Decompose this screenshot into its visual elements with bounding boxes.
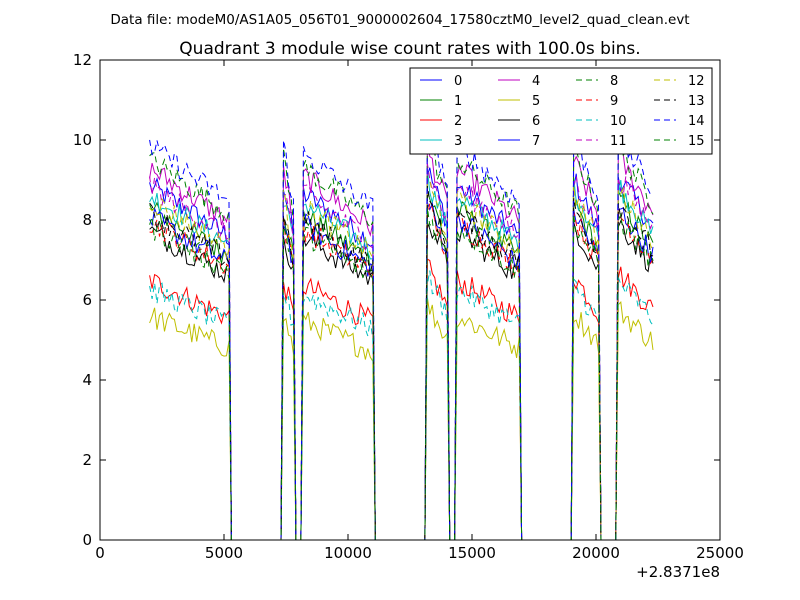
legend-label-9: 9 [610,94,618,109]
series-line-1 [149,190,654,541]
x-tick-label: 15000 [448,544,496,562]
legend-label-4: 4 [532,74,540,89]
x-tick-label: 10000 [324,544,372,562]
y-tick-label: 2 [82,451,92,469]
series-line-3 [149,169,654,541]
legend-label-12: 12 [688,74,705,89]
y-tick-label: 10 [73,131,92,149]
y-tick-label: 6 [82,291,92,309]
legend-label-13: 13 [688,94,705,109]
x-tick-label: 0 [95,544,105,562]
legend-label-5: 5 [532,94,540,109]
legend-label-1: 1 [454,94,462,109]
series-line-15 [149,207,654,541]
x-tick-label: 20000 [572,544,620,562]
series-line-8 [149,134,654,541]
legend-label-7: 7 [532,134,540,149]
chart-suptitle: Data file: modeM0/AS1A05_056T01_90000026… [110,12,689,28]
y-tick-label: 8 [82,211,92,229]
legend-box [409,67,713,155]
series-line-11 [149,163,654,541]
x-tick-label: 5000 [205,544,243,562]
legend-label-8: 8 [610,74,618,89]
chart-title: Quadrant 3 module wise count rates with … [179,39,640,59]
legend-label-11: 11 [610,134,627,149]
x-tick-label: 25000 [696,544,744,562]
y-tick-label: 0 [82,531,92,549]
legend-label-6: 6 [532,114,540,129]
legend-label-10: 10 [610,114,627,129]
legend-label-2: 2 [454,114,462,129]
legend-label-15: 15 [688,134,705,149]
series-line-6 [149,219,654,541]
plot-area: 0 5000 10000 15000 20000 25000024681012012345… [73,51,744,562]
legend-label-0: 0 [454,74,462,89]
series-line-2 [149,258,654,541]
y-tick-label: 4 [82,371,92,389]
legend-label-3: 3 [454,134,462,149]
series-line-5 [149,297,654,541]
legend-label-14: 14 [688,114,705,129]
x-offset-label: +2.8371e8 [636,563,720,581]
y-tick-label: 12 [73,51,92,69]
series-line-10 [149,270,654,541]
